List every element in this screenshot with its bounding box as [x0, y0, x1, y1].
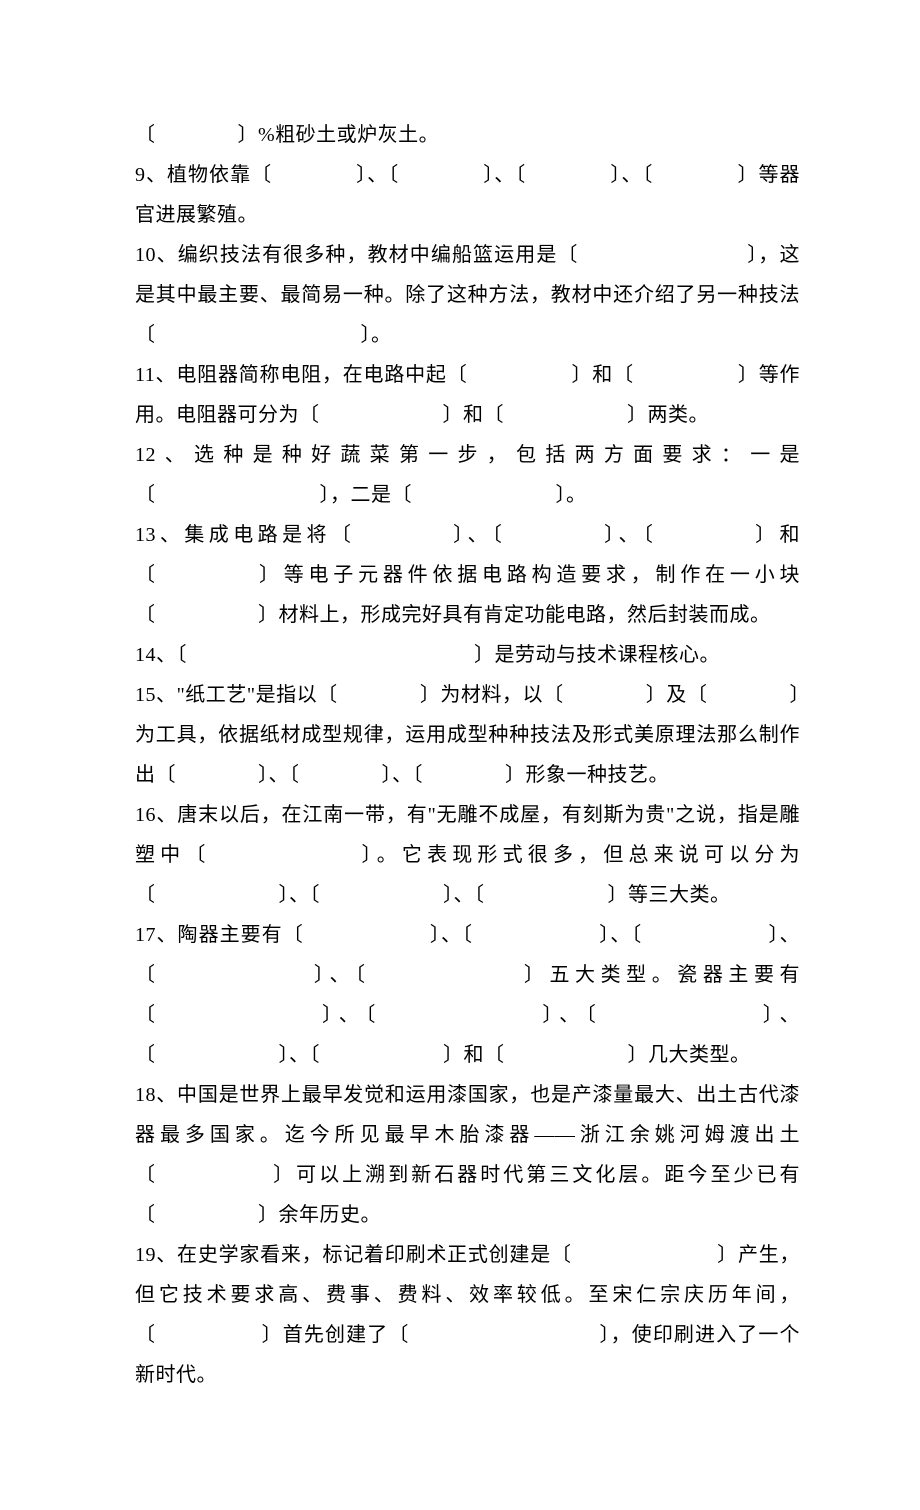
question-19: 19、在史学家看来，标记着印刷术正式创建是〔 〕产生，但它技术要求高、费事、费料…: [135, 1235, 800, 1395]
question-8-continuation: 〔 〕%粗砂土或炉灰土。: [135, 115, 800, 155]
question-13: 13、集成电路是将〔 〕、〔 〕、〔 〕和〔 〕等电子元器件依据电路构造要求，制…: [135, 515, 800, 635]
question-16: 16、唐末以后，在江南一带，有"无雕不成屋，有刻斯为贵"之说，指是雕塑中〔 〕。…: [135, 795, 800, 915]
question-9: 9、植物依靠〔 〕、〔 〕、〔 〕、〔 〕等器官进展繁殖。: [135, 155, 800, 235]
document-content: 〔 〕%粗砂土或炉灰土。 9、植物依靠〔 〕、〔 〕、〔 〕、〔 〕等器官进展繁…: [135, 115, 800, 1395]
question-11: 11、电阻器简称电阻，在电路中起〔 〕和〔 〕等作用。电阻器可分为〔 〕和〔 〕…: [135, 355, 800, 435]
question-14: 14、〔 〕是劳动与技术课程核心。: [135, 635, 800, 675]
question-18: 18、中国是世界上最早发觉和运用漆国家，也是产漆量最大、出土古代漆器最多国家。迄…: [135, 1075, 800, 1235]
question-15: 15、"纸工艺"是指以〔 〕为材料，以〔 〕及〔 〕为工具，依据纸材成型规律，运…: [135, 675, 800, 795]
question-10: 10、编织技法有很多种，教材中编船篮运用是〔 〕，这是其中最主要、最简易一种。除…: [135, 235, 800, 355]
question-12: 12、选种是种好蔬菜第一步，包括两方面要求：一是〔 〕，二是〔 〕。: [135, 435, 800, 515]
question-17: 17、陶器主要有〔 〕、〔 〕、〔 〕、〔 〕、〔 〕五大类型。瓷器主要有〔 〕…: [135, 915, 800, 1075]
